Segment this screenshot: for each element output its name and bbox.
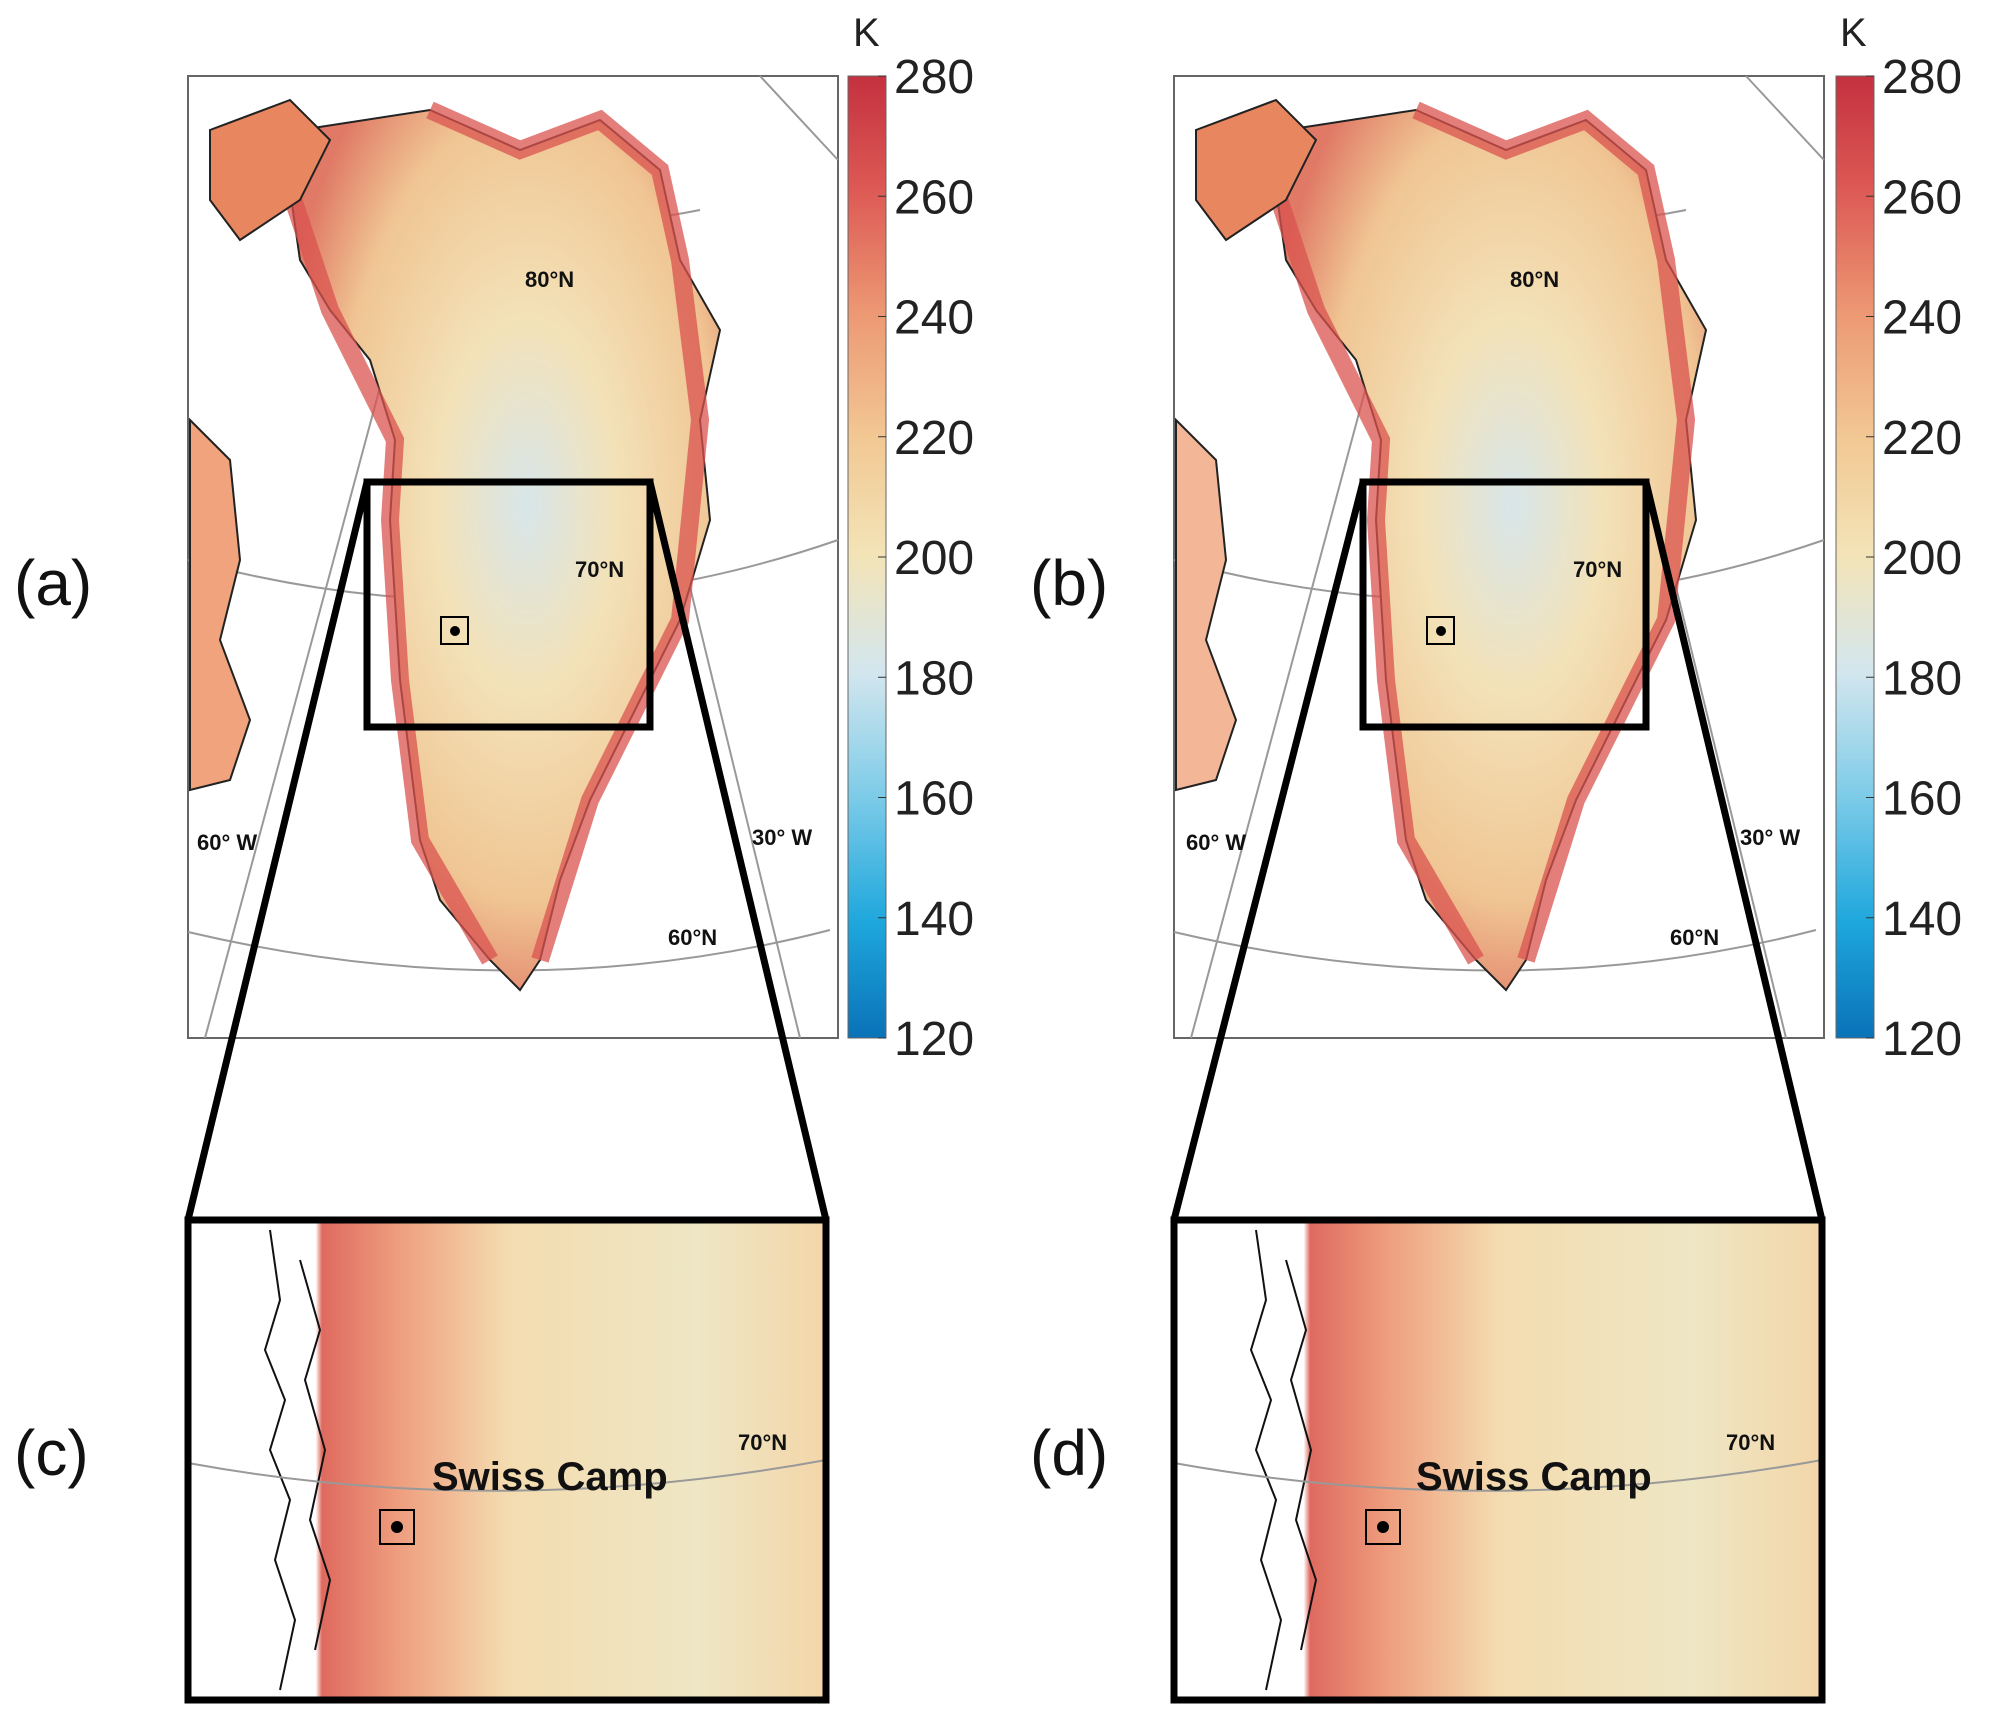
colorbar-tick-label: 240 [1882, 292, 1962, 345]
panel-a-tag: (a) [14, 547, 92, 619]
colorbar-tick-label: 200 [1882, 532, 1962, 585]
site-label: Swiss Camp [432, 1455, 668, 1499]
site-marker [1436, 626, 1446, 636]
lat60-label: 60°N [668, 925, 717, 950]
colorbar-tick-label: 120 [1882, 1013, 1962, 1066]
lat70-line [1173, 1459, 1823, 1492]
colorbar-tick-label: 160 [894, 773, 974, 826]
colorbar-tick-label: 260 [894, 171, 974, 224]
lon60-label: 60° W [197, 830, 257, 855]
arctic-islands [209, 98, 332, 242]
panel-c: (c) Swiss Camp 70°N [14, 1216, 830, 1704]
colorbar-tick-label: 220 [1882, 412, 1962, 465]
panel-a: (a) 80°N 70°N 60°N 60° W 30° W K 2802602… [14, 11, 974, 1066]
lat70-label: 70°N [575, 557, 624, 582]
site-label: Swiss Camp [1416, 1455, 1652, 1499]
zoom-connectors-a [184, 481, 830, 1221]
panel-d: (d) Swiss Camp 70°N [1030, 1216, 1826, 1704]
lon60-label: 60° W [1186, 830, 1246, 855]
site-box [1365, 1509, 1401, 1545]
colorbar-tick-label: 180 [1882, 652, 1962, 705]
zoom-frame [1170, 1216, 1826, 1704]
colorbar-b-unit: K [1840, 11, 1867, 55]
panel-d-tag: (d) [1030, 1417, 1108, 1489]
colorbar-tick-label: 200 [894, 532, 974, 585]
zoom-region-box [1359, 478, 1650, 731]
panel-c-tag: (c) [14, 1417, 89, 1489]
graticule [187, 75, 839, 1039]
panel-b-tag: (b) [1030, 547, 1108, 619]
zoom-connectors-b [1170, 481, 1826, 1221]
colorbar-tick-label: 180 [894, 652, 974, 705]
site-box [1426, 616, 1455, 645]
colorbar-tick-label: 140 [1882, 893, 1962, 946]
colorbar-tick-label: 240 [894, 292, 974, 345]
colorbar-tick-label: 280 [1882, 51, 1962, 104]
colorbar-tick-label: 140 [894, 893, 974, 946]
lat80-label: 80°N [1510, 267, 1559, 292]
colorbar-tick-label: 260 [1882, 171, 1962, 224]
site-box [379, 1509, 415, 1545]
arctic-islands [1195, 98, 1318, 242]
colorbar-tick-label: 280 [894, 51, 974, 104]
lon30-label: 30° W [752, 825, 812, 850]
panel-b: (b) 80°N 70°N 60°N 60° W 30° W K 2802602… [1030, 11, 1962, 1066]
baffin-coast [1175, 417, 1238, 792]
lat70-label: 70°N [1726, 1430, 1775, 1455]
coastline-detail [1249, 1229, 1318, 1691]
lon30-label: 30° W [1740, 825, 1800, 850]
zoom-frame [184, 1216, 830, 1704]
site-marker [1377, 1521, 1389, 1533]
colorbar-b-ticks: 280 260 240 220 200 180 160 140 120 [1866, 51, 1962, 1066]
lat70-label: 70°N [738, 1430, 787, 1455]
colorbar-tick-label: 160 [1882, 773, 1962, 826]
site-marker [391, 1521, 403, 1533]
coastline-detail [263, 1229, 332, 1691]
lat70-line [187, 1459, 827, 1492]
colorbar-tick-label: 220 [894, 412, 974, 465]
colorbar-a-ticks: 280 260 240 220 200 180 160 140 120 [878, 51, 974, 1066]
lat60-label: 60°N [1670, 925, 1719, 950]
zoom-region-box [363, 478, 654, 731]
lat80-label: 80°N [525, 267, 574, 292]
lat70-label: 70°N [1573, 557, 1622, 582]
baffin-coast [189, 417, 252, 792]
colorbar-tick-label: 120 [894, 1013, 974, 1066]
site-marker [450, 626, 460, 636]
colorbar-a-unit: K [853, 11, 880, 55]
site-box [440, 616, 469, 645]
